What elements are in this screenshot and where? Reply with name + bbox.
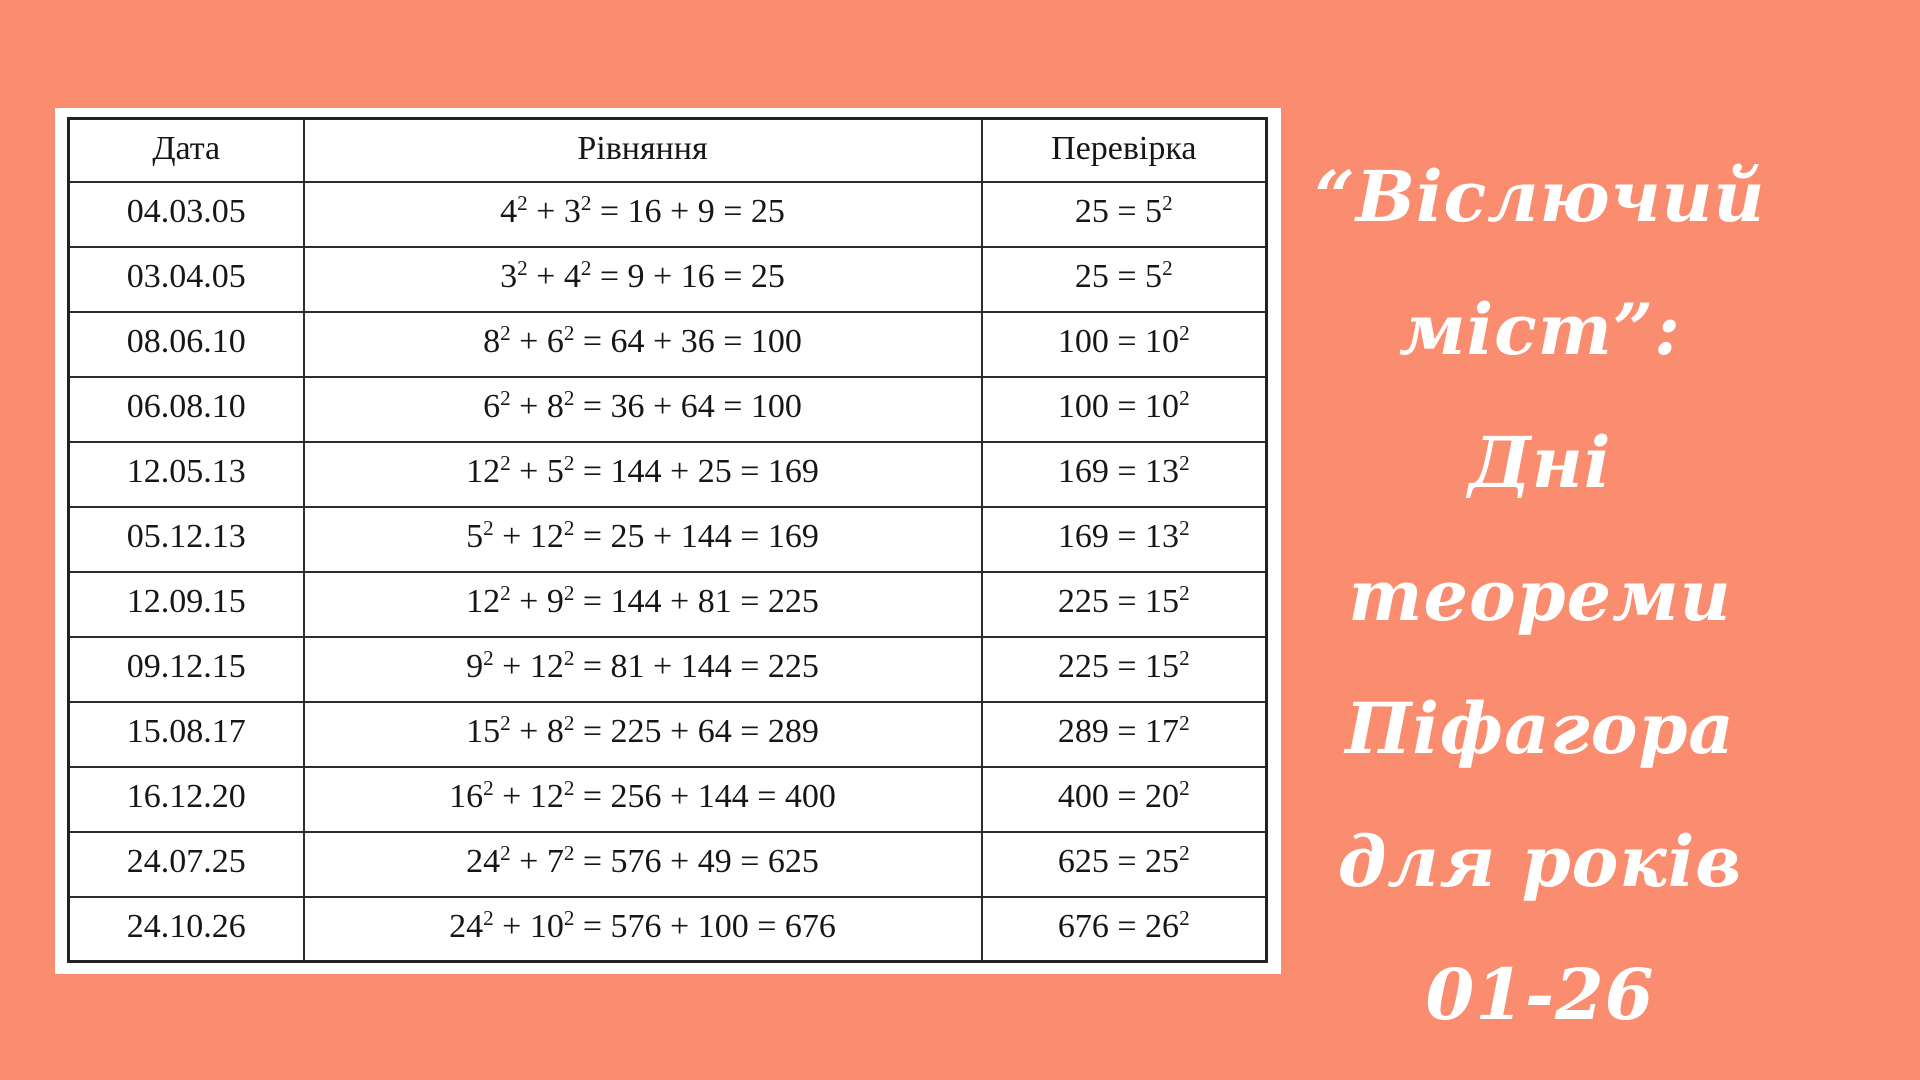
superscript-2: 2 xyxy=(563,450,575,475)
date-cell: 15.08.17 xyxy=(67,700,305,768)
equation-cell: 92 + 122 = 81 + 144 = 225 xyxy=(302,635,983,703)
superscript-2: 2 xyxy=(563,645,575,670)
table-row: 16.12.20 162 + 122 = 256 + 144 = 400 400 =… xyxy=(67,765,1268,833)
equation-cell: 82 + 62 = 64 + 36 = 100 xyxy=(302,310,983,378)
superscript-2: 2 xyxy=(1179,515,1190,540)
column-header-check: Перевірка xyxy=(980,117,1268,183)
equation-cell: 162 + 122 = 256 + 144 = 400 xyxy=(302,765,983,833)
superscript-2: 2 xyxy=(563,710,575,735)
table-row: 09.12.15 92 + 122 = 81 + 144 = 225 225 = 1… xyxy=(67,635,1268,703)
date-cell: 03.04.05 xyxy=(67,245,305,313)
equation-cell: 122 + 52 = 144 + 25 = 169 xyxy=(302,440,983,508)
superscript-2: 2 xyxy=(1162,190,1173,215)
check-cell: 100 = 102 xyxy=(980,310,1268,378)
equation-cell: 242 + 102 = 576 + 100 = 676 xyxy=(302,895,983,963)
superscript-2: 2 xyxy=(563,905,575,930)
superscript-2: 2 xyxy=(1179,840,1190,865)
check-cell: 225 = 152 xyxy=(980,635,1268,703)
superscript-2: 2 xyxy=(500,450,511,475)
date-cell: 16.12.20 xyxy=(67,765,305,833)
superscript-2: 2 xyxy=(563,840,575,865)
check-cell: 676 = 262 xyxy=(980,895,1268,963)
table-row: 12.09.15 122 + 92 = 144 + 81 = 225 225 = 1… xyxy=(67,570,1268,638)
date-cell: 24.07.25 xyxy=(67,830,305,898)
poster-title-line: для років xyxy=(1337,820,1743,903)
equation-cell: 52 + 122 = 25 + 144 = 169 xyxy=(302,505,983,573)
table-row: 05.12.13 52 + 122 = 25 + 144 = 169 169 = 1… xyxy=(67,505,1268,573)
date-cell: 08.06.10 xyxy=(67,310,305,378)
table-row: 24.10.26 242 + 102 = 576 + 100 = 676 676 =… xyxy=(67,895,1268,963)
equation-cell: 122 + 92 = 144 + 81 = 225 xyxy=(302,570,983,638)
check-cell: 100 = 102 xyxy=(980,375,1268,443)
check-cell: 225 = 152 xyxy=(980,570,1268,638)
equation-cell: 242 + 72 = 576 + 49 = 625 xyxy=(302,830,983,898)
check-cell: 400 = 202 xyxy=(980,765,1268,833)
superscript-2: 2 xyxy=(580,255,592,280)
superscript-2: 2 xyxy=(1179,645,1190,670)
equation-cell: 42 + 32 = 16 + 9 = 25 xyxy=(302,180,983,248)
superscript-2: 2 xyxy=(563,385,575,410)
check-cell: 169 = 132 xyxy=(980,505,1268,573)
table-header: Дата Рівняння Перевірка xyxy=(67,117,1268,183)
table-row: 06.08.10 62 + 82 = 36 + 64 = 100 100 = 102 xyxy=(67,375,1268,443)
poster-title-line: міст”: xyxy=(1399,288,1681,371)
check-cell: 25 = 52 xyxy=(980,245,1268,313)
superscript-2: 2 xyxy=(563,775,575,800)
check-cell: 25 = 52 xyxy=(980,180,1268,248)
poster-title-line: “Віслючий xyxy=(1314,155,1766,238)
table-panel: Дата Рівняння Перевірка 04.03.05 42 + 32 … xyxy=(55,108,1281,974)
poster-title: “Віслючий міст”: Дні теореми Піфагора дл… xyxy=(1300,130,1780,1061)
superscript-2: 2 xyxy=(517,190,528,215)
superscript-2: 2 xyxy=(563,515,575,540)
superscript-2: 2 xyxy=(563,320,575,345)
superscript-2: 2 xyxy=(483,515,494,540)
pythagorean-days-table: Дата Рівняння Перевірка 04.03.05 42 + 32 … xyxy=(67,117,1268,963)
date-cell: 04.03.05 xyxy=(67,180,305,248)
table-body: 04.03.05 42 + 32 = 16 + 9 = 25 25 = 52 03.0… xyxy=(67,180,1268,963)
check-cell: 289 = 172 xyxy=(980,700,1268,768)
date-cell: 05.12.13 xyxy=(67,505,305,573)
superscript-2: 2 xyxy=(500,840,511,865)
superscript-2: 2 xyxy=(563,580,575,605)
date-cell: 12.05.13 xyxy=(67,440,305,508)
superscript-2: 2 xyxy=(500,710,511,735)
superscript-2: 2 xyxy=(1179,775,1190,800)
equation-cell: 32 + 42 = 9 + 16 = 25 xyxy=(302,245,983,313)
date-cell: 12.09.15 xyxy=(67,570,305,638)
date-cell: 06.08.10 xyxy=(67,375,305,443)
superscript-2: 2 xyxy=(580,190,592,215)
equation-cell: 62 + 82 = 36 + 64 = 100 xyxy=(302,375,983,443)
check-cell: 169 = 132 xyxy=(980,440,1268,508)
superscript-2: 2 xyxy=(500,385,511,410)
table-row: 03.04.05 32 + 42 = 9 + 16 = 25 25 = 52 xyxy=(67,245,1268,313)
date-cell: 24.10.26 xyxy=(67,895,305,963)
superscript-2: 2 xyxy=(483,775,494,800)
check-cell: 625 = 252 xyxy=(980,830,1268,898)
superscript-2: 2 xyxy=(1179,905,1190,930)
column-header-equation: Рівняння xyxy=(302,117,983,183)
superscript-2: 2 xyxy=(1179,385,1190,410)
superscript-2: 2 xyxy=(1179,320,1190,345)
superscript-2: 2 xyxy=(483,905,494,930)
column-header-date: Дата xyxy=(67,117,305,183)
table-row: 08.06.10 82 + 62 = 64 + 36 = 100 100 = 102 xyxy=(67,310,1268,378)
table-row: 24.07.25 242 + 72 = 576 + 49 = 625 625 = 2… xyxy=(67,830,1268,898)
header-row: Дата Рівняння Перевірка xyxy=(67,117,1268,183)
poster-title-line: 01-26 xyxy=(1425,953,1655,1036)
superscript-2: 2 xyxy=(1162,255,1173,280)
superscript-2: 2 xyxy=(500,580,511,605)
table-row: 15.08.17 152 + 82 = 225 + 64 = 289 289 = 1… xyxy=(67,700,1268,768)
equation-cell: 152 + 82 = 225 + 64 = 289 xyxy=(302,700,983,768)
poster-title-line: Дні теореми xyxy=(1348,421,1732,637)
table-row: 12.05.13 122 + 52 = 144 + 25 = 169 169 = 1… xyxy=(67,440,1268,508)
date-cell: 09.12.15 xyxy=(67,635,305,703)
superscript-2: 2 xyxy=(1179,580,1190,605)
superscript-2: 2 xyxy=(1179,710,1190,735)
superscript-2: 2 xyxy=(1179,450,1190,475)
superscript-2: 2 xyxy=(483,645,494,670)
superscript-2: 2 xyxy=(500,320,511,345)
poster-title-line: Піфагора xyxy=(1345,687,1735,770)
table-row: 04.03.05 42 + 32 = 16 + 9 = 25 25 = 52 xyxy=(67,180,1268,248)
superscript-2: 2 xyxy=(517,255,528,280)
